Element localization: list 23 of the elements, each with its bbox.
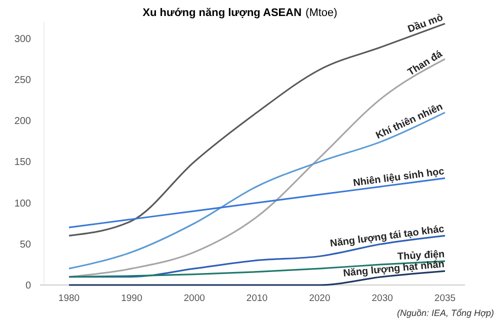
x-tick-label: 2000 <box>184 293 205 304</box>
text: (Nguồn: IEA, Tổng Hợp) <box>397 308 494 318</box>
chart-subtitle: (Mtoe) <box>306 7 338 19</box>
x-tick-label: 2010 <box>246 293 268 304</box>
text: Khí thiên nhiên <box>374 102 445 142</box>
y-tick-label: 250 <box>14 75 32 86</box>
y-tick-label: 50 <box>20 239 32 250</box>
y-tick-label: 100 <box>14 198 32 210</box>
chart-title: Xu hướng năng lượng ASEAN <box>142 7 302 19</box>
line-series <box>68 260 446 278</box>
text: Nhiên liệu sinh học <box>352 166 446 190</box>
y-tick-label: 150 <box>14 157 32 168</box>
text: Dầu mỏ <box>406 12 445 36</box>
y-tick-label: 200 <box>14 116 32 128</box>
x-tick-label: 1980 <box>58 293 80 304</box>
text: Than đá <box>406 48 445 78</box>
text: Năng lượng tái tạo khác <box>329 224 446 250</box>
y-tick-label: 300 <box>14 34 32 45</box>
x-tick-label: 1990 <box>121 293 142 304</box>
x-tick-label: 2020 <box>309 293 330 304</box>
x-tick-label: 2035 <box>434 293 456 304</box>
x-tick-label: 2030 <box>372 293 393 304</box>
y-tick-label: 0 <box>25 280 32 292</box>
